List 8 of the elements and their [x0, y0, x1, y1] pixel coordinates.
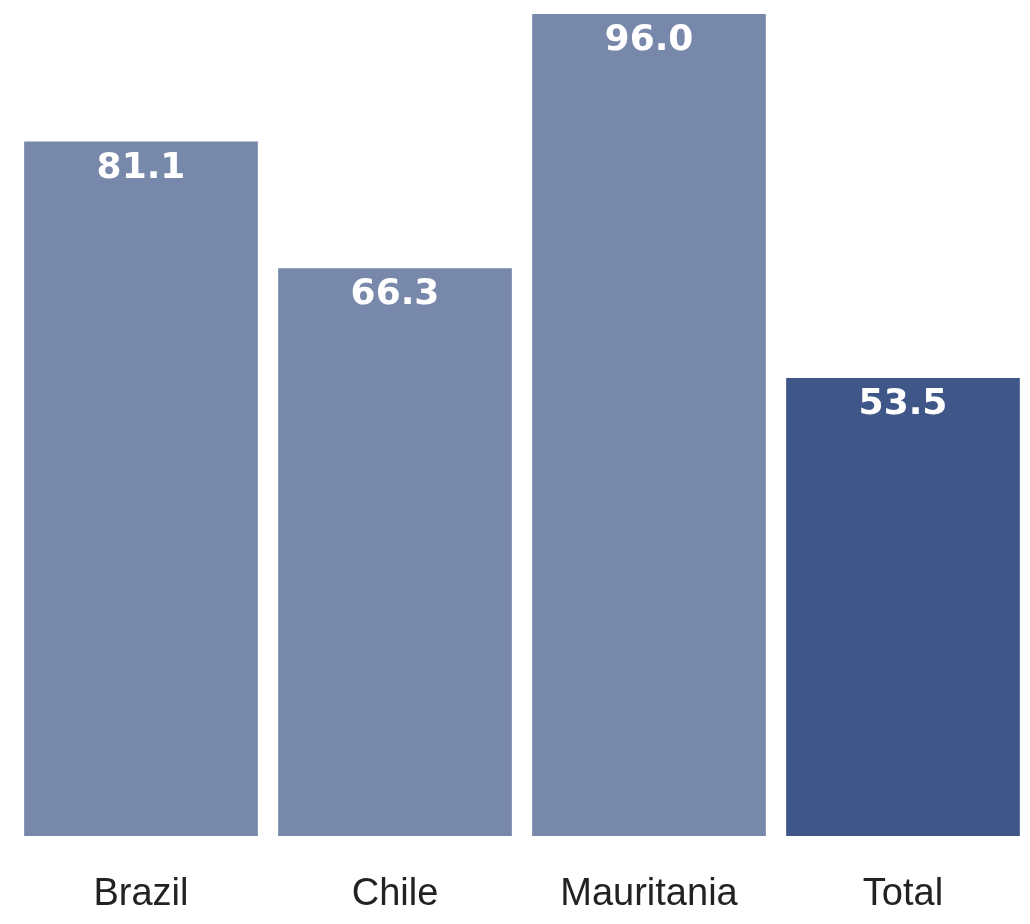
x-tick-label: Chile [351, 871, 439, 913]
x-tick-label: Brazil [93, 871, 189, 913]
data-label: 96.0 [604, 17, 694, 58]
data-label: 66.3 [350, 271, 440, 313]
data-label: 53.5 [858, 380, 948, 422]
x-tick-label: Mauritania [560, 871, 739, 913]
data-label: 81.1 [96, 144, 186, 186]
x-tick-label: Total [862, 871, 944, 913]
